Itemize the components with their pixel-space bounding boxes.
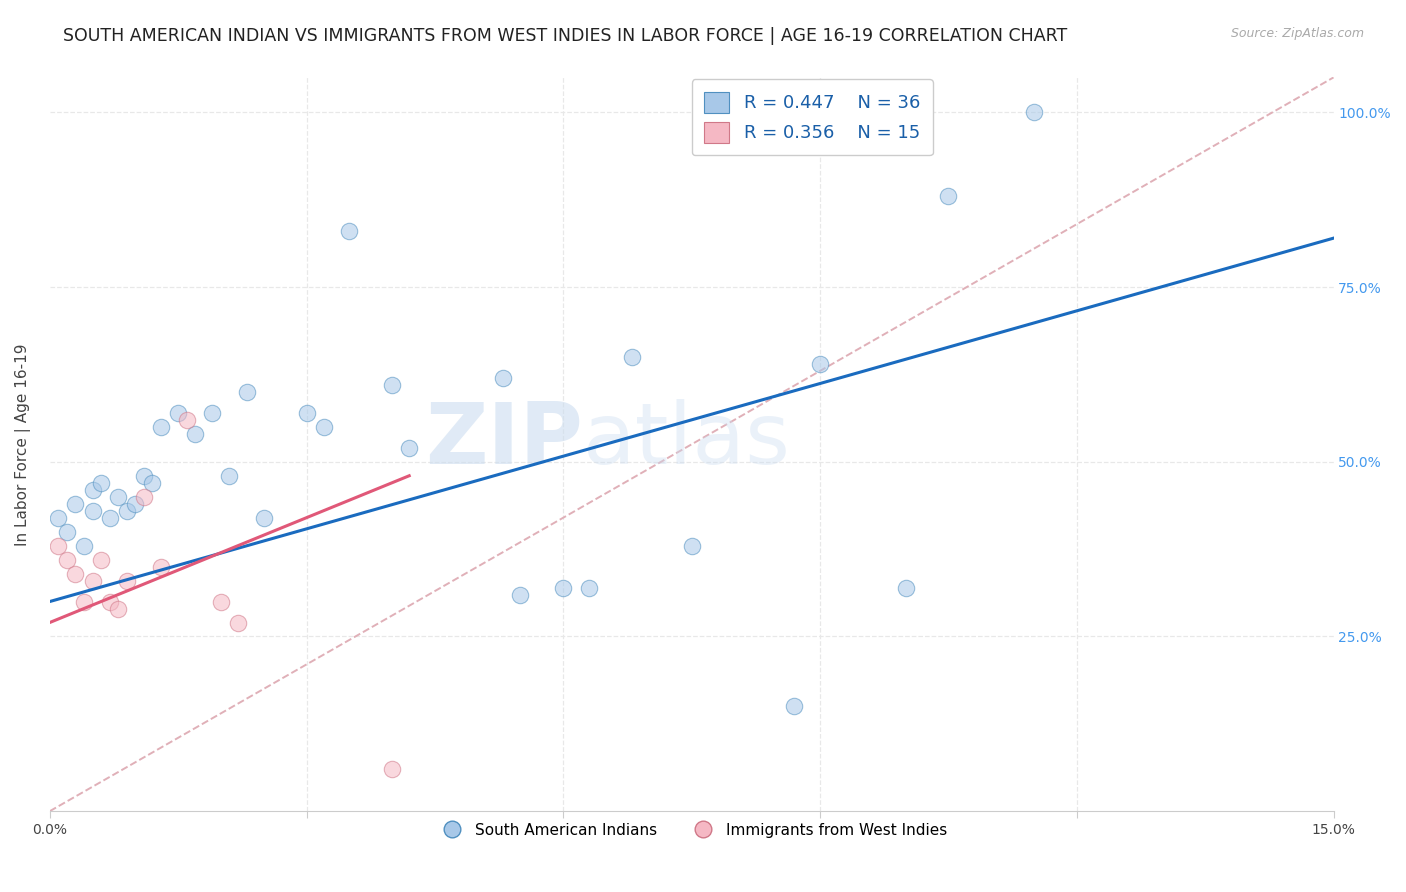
Point [115, 504, 138, 518]
Point [201, 406, 224, 420]
Point [98, 594, 121, 608]
Point [107, 601, 129, 615]
Point [124, 497, 146, 511]
Point [1022, 105, 1045, 120]
Y-axis label: In Labor Force | Age 16-19: In Labor Force | Age 16-19 [15, 343, 31, 546]
Point [620, 350, 643, 364]
Legend: South American Indians, Immigrants from West Indies: South American Indians, Immigrants from … [430, 817, 953, 844]
Text: Source: ZipAtlas.com: Source: ZipAtlas.com [1230, 27, 1364, 40]
Point [235, 384, 257, 399]
Point [312, 420, 335, 434]
Point [381, 762, 404, 776]
Point [176, 413, 198, 427]
Point [381, 378, 404, 392]
Point [82, 483, 104, 497]
Point [98, 510, 121, 524]
Point [107, 490, 129, 504]
Text: atlas: atlas [582, 399, 790, 483]
Point [295, 406, 318, 420]
Point [46, 510, 69, 524]
Point [132, 490, 155, 504]
Point [150, 559, 173, 574]
Point [253, 510, 276, 524]
Point [492, 371, 515, 385]
Point [167, 406, 190, 420]
Point [808, 357, 831, 371]
Point [218, 468, 240, 483]
Point [398, 441, 420, 455]
Point [938, 189, 960, 203]
Point [337, 224, 360, 238]
Point [578, 581, 600, 595]
Point [209, 594, 232, 608]
Point [150, 420, 173, 434]
Point [115, 574, 138, 588]
Point [65, 497, 87, 511]
Point [56, 524, 79, 539]
Point [73, 539, 96, 553]
Point [65, 566, 87, 581]
Text: SOUTH AMERICAN INDIAN VS IMMIGRANTS FROM WEST INDIES IN LABOR FORCE | AGE 16-19 : SOUTH AMERICAN INDIAN VS IMMIGRANTS FROM… [63, 27, 1067, 45]
Point [132, 468, 155, 483]
Point [681, 539, 703, 553]
Point [90, 475, 112, 490]
Point [141, 475, 163, 490]
Text: ZIP: ZIP [425, 399, 582, 483]
Point [783, 699, 806, 714]
Point [90, 552, 112, 566]
Point [82, 504, 104, 518]
Point [184, 426, 207, 441]
Point [56, 552, 79, 566]
Point [509, 588, 531, 602]
Point [553, 581, 575, 595]
Point [894, 581, 917, 595]
Point [73, 594, 96, 608]
Point [82, 574, 104, 588]
Point [226, 615, 249, 630]
Point [46, 539, 69, 553]
